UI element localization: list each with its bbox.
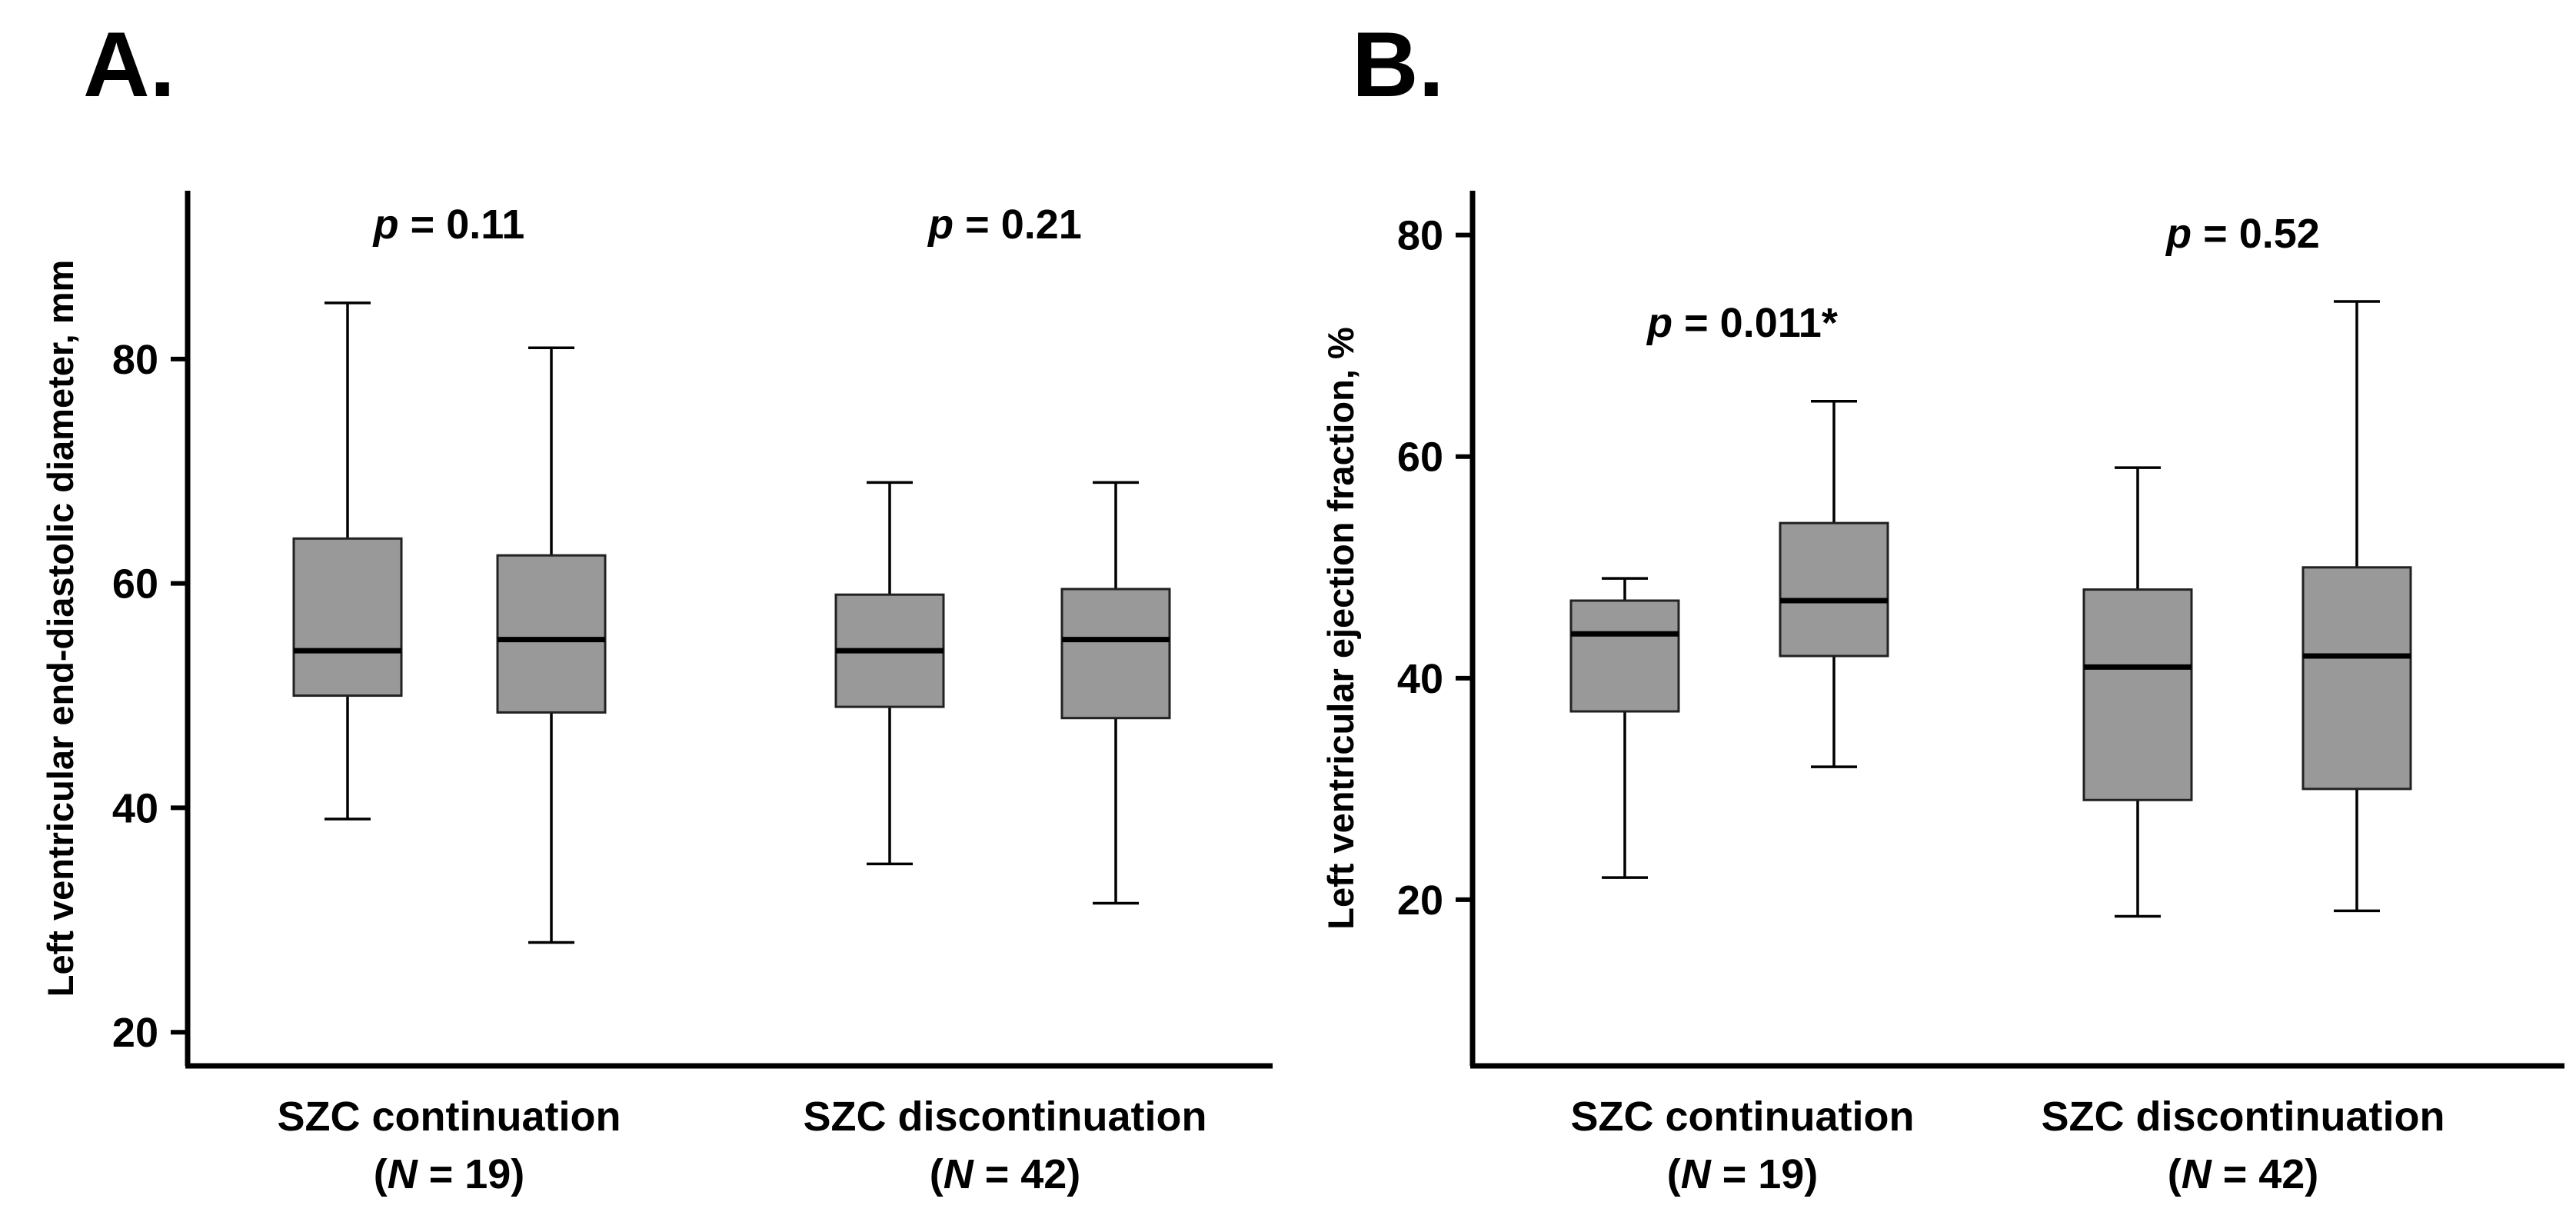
iqr-box (292, 537, 403, 698)
box-plot (2301, 300, 2412, 913)
n-var: N (1681, 1151, 1712, 1197)
box-plot (1779, 399, 1889, 768)
category-label: SZC continuation (1571, 1094, 1915, 1140)
panel-a: A. Left ventricular end-diastolic diamete… (40, 13, 1273, 1197)
n-value: = 19) (1711, 1151, 1819, 1197)
y-axis-label: Left ventricular ejection fraction, % (1320, 327, 1361, 930)
n-open: ( (1667, 1151, 1681, 1197)
box-plot (1060, 481, 1171, 905)
p-value: = 0.011* (1672, 300, 1838, 346)
panel-b: B. Left ventricular ejection fraction, % 2… (1320, 13, 2564, 1197)
box-plot (1569, 577, 1680, 879)
category-n-label: (N = 19) (374, 1151, 525, 1197)
n-open: ( (374, 1151, 388, 1197)
n-var: N (388, 1151, 418, 1197)
p-value-label: p = 0.11 (372, 201, 525, 248)
panel-label: A. (83, 13, 175, 116)
iqr-box (496, 554, 607, 714)
p-var: p (927, 201, 954, 248)
p-var: p (1646, 300, 1672, 346)
category-label: SZC continuation (278, 1094, 621, 1140)
y-tick-label: 60 (1397, 435, 1443, 481)
y-tick-label: 20 (1397, 877, 1443, 924)
category-label: SZC discontinuation (2042, 1094, 2445, 1140)
y-tick-label: 40 (1397, 656, 1443, 702)
box-plot (2082, 466, 2193, 918)
y-tick-label: 80 (1397, 213, 1443, 259)
iqr-box (2082, 588, 2193, 801)
category-n-label: (N = 19) (1667, 1151, 1819, 1197)
p-value-label: p = 0.52 (2165, 211, 2320, 257)
p-var: p (372, 201, 399, 248)
n-value: = 42) (2212, 1151, 2319, 1197)
y-tick-label: 60 (112, 561, 158, 608)
iqr-box (2301, 566, 2412, 791)
iqr-box (1060, 588, 1171, 720)
iqr-box (1569, 599, 1680, 713)
n-value: = 42) (973, 1151, 1081, 1197)
iqr-box (1779, 521, 1889, 658)
y-axis-label: Left ventricular end-diastolic diameter,… (40, 260, 81, 997)
y-tick-label: 40 (112, 785, 158, 831)
category-n-label: (N = 42) (2168, 1151, 2319, 1197)
p-value-label: p = 0.011* (1646, 300, 1838, 346)
n-var: N (944, 1151, 974, 1197)
n-var: N (2182, 1151, 2212, 1197)
box-plot (834, 481, 945, 866)
p-value: = 0.11 (399, 201, 525, 248)
y-tick-label: 80 (112, 337, 158, 383)
n-open: ( (2168, 1151, 2182, 1197)
n-value: = 19) (418, 1151, 525, 1197)
p-value: = 0.52 (2192, 211, 2320, 257)
box-plot (496, 346, 607, 944)
box-plot (292, 301, 403, 821)
p-value-label: p = 0.21 (927, 201, 1082, 248)
p-var: p (2165, 211, 2192, 257)
n-open: ( (930, 1151, 944, 1197)
p-value: = 0.21 (954, 201, 1082, 248)
panel-label: B. (1352, 13, 1444, 116)
y-tick-label: 20 (112, 1010, 158, 1056)
category-label: SZC discontinuation (804, 1094, 1207, 1140)
category-n-label: (N = 42) (930, 1151, 1081, 1197)
